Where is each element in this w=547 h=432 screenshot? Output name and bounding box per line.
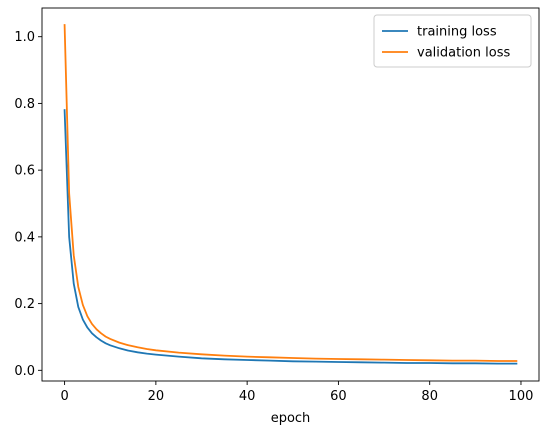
x-axis-ticks: 0 20 40 60 80 100 bbox=[60, 381, 533, 404]
x-tick-label: 40 bbox=[239, 389, 256, 404]
legend-label: training loss bbox=[417, 25, 497, 40]
series-line-training-loss bbox=[63, 109, 518, 365]
legend-box bbox=[373, 14, 532, 68]
x-tick-label: 0 bbox=[60, 389, 68, 404]
y-tick-label: 1.0 bbox=[14, 30, 35, 45]
x-axis-label: epoch bbox=[271, 411, 311, 426]
y-tick-label: 0.6 bbox=[14, 164, 35, 179]
legend: training loss validation loss bbox=[373, 14, 532, 68]
legend-label: validation loss bbox=[417, 46, 510, 61]
axes-frame bbox=[41, 7, 540, 382]
y-tick-label: 0.4 bbox=[14, 230, 35, 245]
y-tick-label: 0.0 bbox=[14, 364, 35, 379]
x-tick-label: 60 bbox=[330, 389, 347, 404]
y-tick-label: 0.8 bbox=[14, 97, 35, 112]
series-line-validation-loss bbox=[63, 24, 518, 362]
y-axis-ticks: 0.0 0.2 0.4 0.6 0.8 1.0 bbox=[14, 30, 42, 379]
plot-area bbox=[41, 7, 540, 382]
x-tick-label: 80 bbox=[421, 389, 438, 404]
x-tick-label: 20 bbox=[148, 389, 165, 404]
series-layer bbox=[63, 24, 518, 365]
x-tick-label: 100 bbox=[509, 389, 534, 404]
y-tick-label: 0.2 bbox=[14, 297, 35, 312]
